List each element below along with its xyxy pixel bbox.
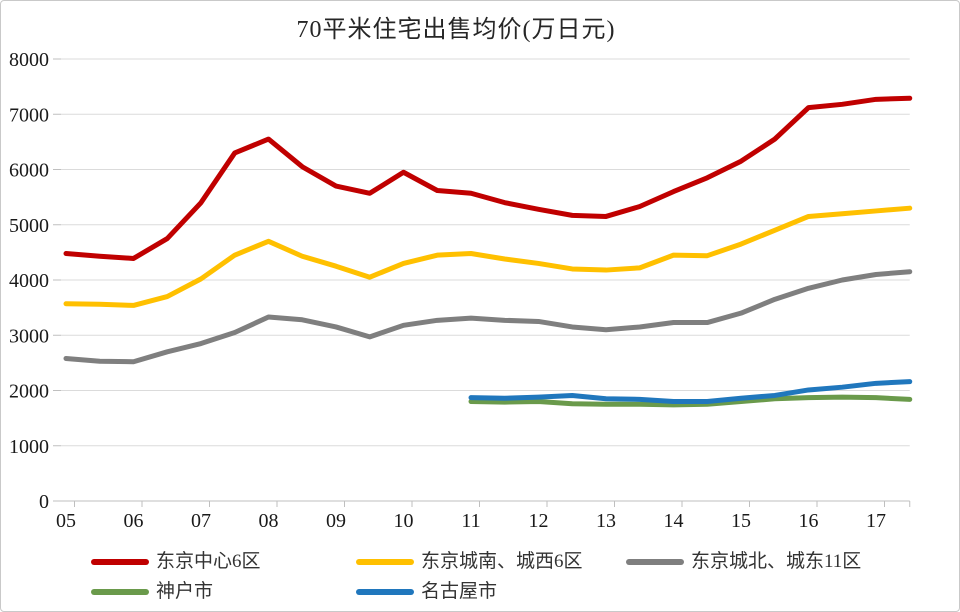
y-axis-label: 4000 xyxy=(9,270,49,292)
y-axis-label: 5000 xyxy=(9,215,49,237)
y-axis-label: 1000 xyxy=(9,436,49,458)
line-tokyo-south-west-6 xyxy=(63,205,913,308)
x-axis-label: 14 xyxy=(664,510,684,532)
y-axis-label: 8000 xyxy=(9,49,49,71)
x-axis-label: 07 xyxy=(191,510,211,532)
x-axis-label: 10 xyxy=(394,510,414,532)
y-axis-label: 3000 xyxy=(9,325,49,347)
x-axis-label: 06 xyxy=(124,510,144,532)
x-axis-label: 08 xyxy=(259,510,279,532)
x-axis-label: 13 xyxy=(596,510,616,532)
x-axis-label: 15 xyxy=(731,510,751,532)
line-kobe xyxy=(468,394,913,408)
line-tokyo-central-6 xyxy=(63,95,913,261)
x-axis-label: 12 xyxy=(529,510,549,532)
chart-title: 70平米住宅出售均价(万日元) xyxy=(296,17,616,43)
y-axis-label: 0 xyxy=(39,491,49,513)
x-axis-label: 09 xyxy=(326,510,346,532)
y-axis-label: 2000 xyxy=(9,381,49,403)
x-axis-label: 16 xyxy=(799,510,819,532)
line-tokyo-north-east-11 xyxy=(63,269,913,365)
x-axis-label: 11 xyxy=(461,510,480,532)
y-axis-label: 6000 xyxy=(9,160,49,182)
y-axis-label: 7000 xyxy=(9,104,49,126)
x-axis-label: 05 xyxy=(56,510,76,532)
line-nagoya xyxy=(468,379,913,405)
x-axis-label: 17 xyxy=(866,510,886,532)
